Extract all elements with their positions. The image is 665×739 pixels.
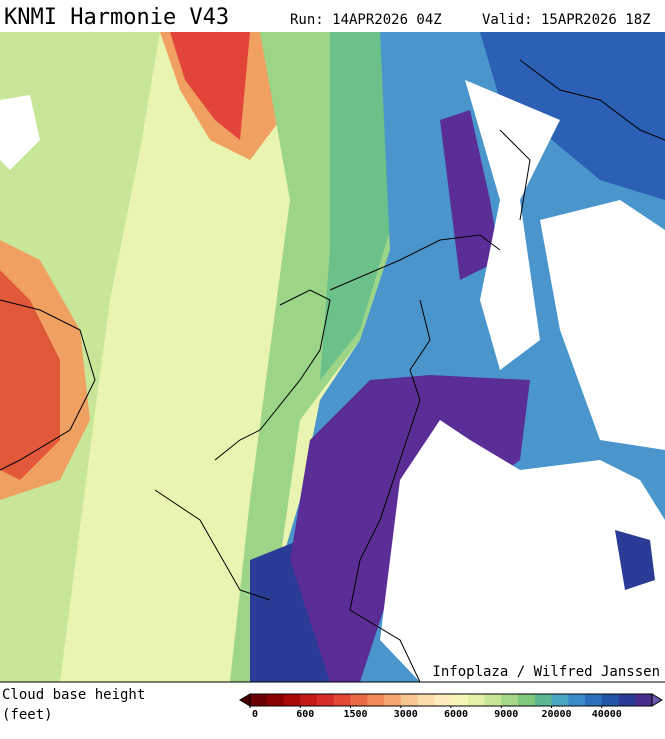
colorbar-tick-label: 0	[252, 709, 258, 720]
field-red	[170, 32, 250, 140]
field-teal	[320, 32, 390, 380]
field-red	[0, 270, 60, 480]
field-clear	[540, 200, 665, 450]
colorbar-segment	[635, 694, 653, 706]
field-clear	[380, 420, 665, 682]
legend-unit: (feet)	[2, 707, 53, 723]
colorbar-segment	[333, 694, 351, 706]
run-time: Run: 14APR2026 04Z	[290, 12, 442, 28]
colorbar: 0 600 1500 3000 6000 9000 20000 40000	[239, 693, 663, 720]
colorbar-tick-label: 6000	[444, 709, 468, 720]
valid-time: Valid: 15APR2026 18Z	[482, 12, 651, 28]
colorbar-tick-label: 20000	[541, 709, 571, 720]
colorbar-segment	[317, 694, 335, 706]
colorbar-tick-label: 1500	[343, 709, 367, 720]
colorbar-segment	[467, 694, 485, 706]
colorbar-segment	[585, 694, 603, 706]
colorbar-tick-label: 40000	[592, 709, 622, 720]
colorbar-segment	[350, 694, 368, 706]
title: KNMI Harmonie V43	[4, 5, 229, 30]
field-purple	[440, 110, 500, 280]
colorbar-segment	[266, 694, 284, 706]
credit: Infoplaza / Wilfred Janssen	[432, 664, 660, 680]
colorbar-segment	[434, 694, 452, 706]
map: Infoplaza / Wilfred Janssen	[0, 32, 665, 683]
colorbar-segment	[384, 694, 402, 706]
colorbar-segment	[400, 694, 418, 706]
colorbar-segment	[283, 694, 301, 706]
colorbar-segment	[618, 694, 636, 706]
legend-label: Cloud base height	[2, 687, 145, 703]
field-navy	[615, 530, 655, 590]
colorbar-segment	[484, 694, 502, 706]
borders	[0, 59, 665, 682]
colorbar-tick-label: 600	[296, 709, 314, 720]
colorbar-segment	[601, 694, 619, 706]
colorbar-segment	[551, 694, 569, 706]
colorbar-segment	[417, 694, 435, 706]
colorbar-segment	[568, 694, 586, 706]
field-clear	[465, 80, 560, 370]
colorbar-segment	[501, 694, 519, 706]
field-clear	[0, 95, 40, 170]
colorbar-segment	[534, 694, 552, 706]
colorbar-segment	[451, 694, 469, 706]
colorbar-segment	[250, 694, 268, 706]
colorbar-segment	[300, 694, 318, 706]
colorbar-segment	[518, 694, 536, 706]
colorbar-tick-label: 9000	[494, 709, 518, 720]
colorbar-tick-label: 3000	[394, 709, 418, 720]
colorbar-segment	[367, 694, 385, 706]
field-darkblue	[480, 32, 665, 200]
